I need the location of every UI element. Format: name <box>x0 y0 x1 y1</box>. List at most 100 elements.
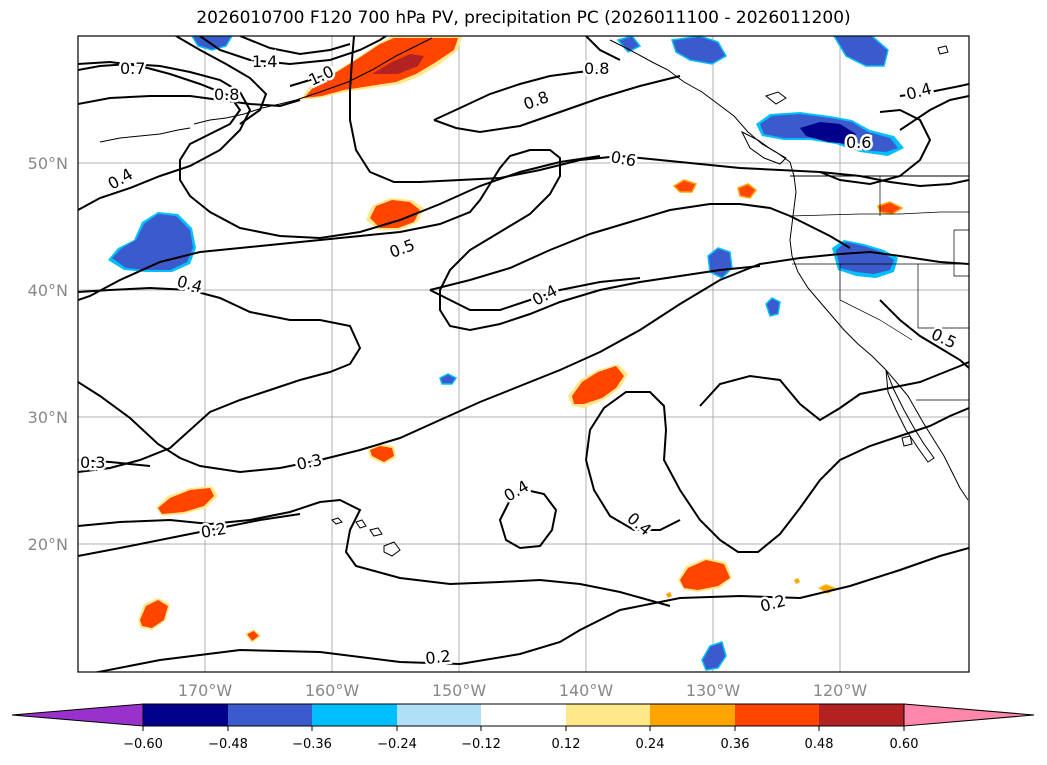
coastlines <box>99 37 969 557</box>
precip-blob-neg <box>112 214 193 270</box>
contour-label: 0.8 <box>584 59 609 78</box>
contour-0.4-right <box>699 361 969 422</box>
colorbar-extend-high <box>903 703 1035 727</box>
colorbar-segment <box>228 704 312 726</box>
contour-1.0b <box>289 73 331 87</box>
precip-blob-neg <box>439 373 458 385</box>
lat-labels: 50°N 40°N 30°N 20°N <box>28 154 68 554</box>
lon-label: 160°W <box>305 681 360 700</box>
colorbar-tick-label: −0.48 <box>208 737 248 752</box>
colorbar-segment <box>312 704 397 726</box>
contour-0.8-c <box>433 75 681 134</box>
precip-blob-neg <box>833 36 889 67</box>
precip-blob-pos <box>672 179 698 193</box>
contour-label: 1.4 <box>252 52 277 71</box>
colorbar-tick-label: −0.36 <box>292 737 332 752</box>
contour-0.4-right-top2 <box>899 95 969 131</box>
precip-blob-neg <box>701 641 727 671</box>
colorbar-tick-label: −0.24 <box>377 737 417 752</box>
colorbar-tick-label: −0.12 <box>461 737 501 752</box>
pv-contours <box>78 36 969 672</box>
precip-shading <box>108 36 904 671</box>
precip-blob-neg <box>765 297 781 317</box>
lon-label: 120°W <box>813 681 868 700</box>
contour-0.4-loop-small <box>498 488 558 550</box>
precip-blob-pos <box>370 446 394 462</box>
contour-0.6-right <box>819 108 932 186</box>
precip-blob-neg <box>191 36 233 51</box>
map-border <box>77 35 970 673</box>
precip-blob-pos <box>140 600 168 628</box>
lon-label: 150°W <box>432 681 487 700</box>
contour-0.4-d <box>429 277 641 311</box>
precip-blob-pos <box>244 629 262 644</box>
contour-0.8-e <box>585 36 621 61</box>
lon-label: 130°W <box>686 681 741 700</box>
precip-blob-pos <box>680 560 730 590</box>
contour-label: 0.3 <box>80 453 105 472</box>
lon-labels: 170°W 160°W 150°W 140°W 130°W 120°W <box>178 681 868 700</box>
colorbar-tick-label: 0.48 <box>805 737 834 752</box>
precip-blob-pos <box>158 488 214 514</box>
precip-blob-pos <box>666 592 672 598</box>
contour-label: 0.6 <box>846 133 871 152</box>
colorbar: −0.60 −0.48 −0.36 −0.24 −0.12 0.12 0.24 … <box>11 703 1035 752</box>
precip-blob-neg <box>671 36 728 65</box>
contour-0.5-right <box>879 299 969 369</box>
colorbar-segment <box>397 704 481 726</box>
colorbar-tick-label: 0.24 <box>636 737 665 752</box>
colorbar-segment <box>143 704 228 726</box>
contour-label: 0.6 <box>609 147 637 170</box>
contour-0.2 <box>78 498 671 607</box>
contour-0.3 <box>78 250 969 474</box>
contour-0.5 <box>78 149 761 332</box>
precip-blob-pos <box>372 54 424 74</box>
lat-label: 40°N <box>28 281 68 300</box>
precip-blob-pos <box>737 183 758 199</box>
contour-0.7 <box>78 60 601 240</box>
colorbar-extend-low <box>11 703 144 727</box>
contour-1.4 <box>199 36 387 66</box>
precip-blob-pos <box>794 578 800 584</box>
colorbar-segment <box>481 704 566 726</box>
precip-blob-pos <box>572 366 624 404</box>
contour-label: 0.2 <box>424 646 451 668</box>
lat-label: 50°N <box>28 154 68 173</box>
contour-0.8-d <box>433 69 601 121</box>
lat-label: 20°N <box>28 535 68 554</box>
contour-0.4-c <box>429 203 851 291</box>
precip-blob-pos <box>370 200 420 228</box>
colorbar-tick-label: −0.60 <box>123 737 163 752</box>
contour-0.8-a <box>175 36 268 125</box>
contour-0.4-a <box>78 286 362 473</box>
colorbar-segment <box>650 704 735 726</box>
contour-0.3-ext <box>78 459 151 467</box>
lon-label: 170°W <box>178 681 233 700</box>
colorbar-tick-label: 0.60 <box>890 737 919 752</box>
colorbar-segment <box>819 704 904 726</box>
contour-label: 0.8 <box>214 85 239 104</box>
contour-label: 0.2 <box>199 519 227 542</box>
precip-blob-neg <box>800 122 856 144</box>
contour-0.4-right-top <box>899 83 969 97</box>
lat-label: 30°N <box>28 408 68 427</box>
colorbar-tick-label: 0.36 <box>721 737 750 752</box>
map-area <box>78 36 969 672</box>
contour-1.0 <box>239 36 351 56</box>
colorbar-tick-label: 0.12 <box>552 737 581 752</box>
contour-0.4-loop2 <box>585 459 681 531</box>
contour-0.2-south <box>93 547 969 672</box>
contour-label: 0.7 <box>120 59 145 78</box>
precip-blob-neg <box>836 242 894 274</box>
contour-0.8-b <box>78 95 301 108</box>
colorbar-segment <box>735 704 819 726</box>
colorbar-segment <box>566 704 650 726</box>
contour-0.4-b <box>78 62 252 211</box>
precip-blob-pos <box>304 38 458 98</box>
precip-blob-neg <box>616 36 642 53</box>
contour-0.2-b <box>78 513 301 557</box>
contour-0.4-loop <box>585 391 969 553</box>
lon-label: 140°W <box>559 681 614 700</box>
figure-title: 2026010700 F120 700 hPa PV, precipitatio… <box>196 8 851 28</box>
